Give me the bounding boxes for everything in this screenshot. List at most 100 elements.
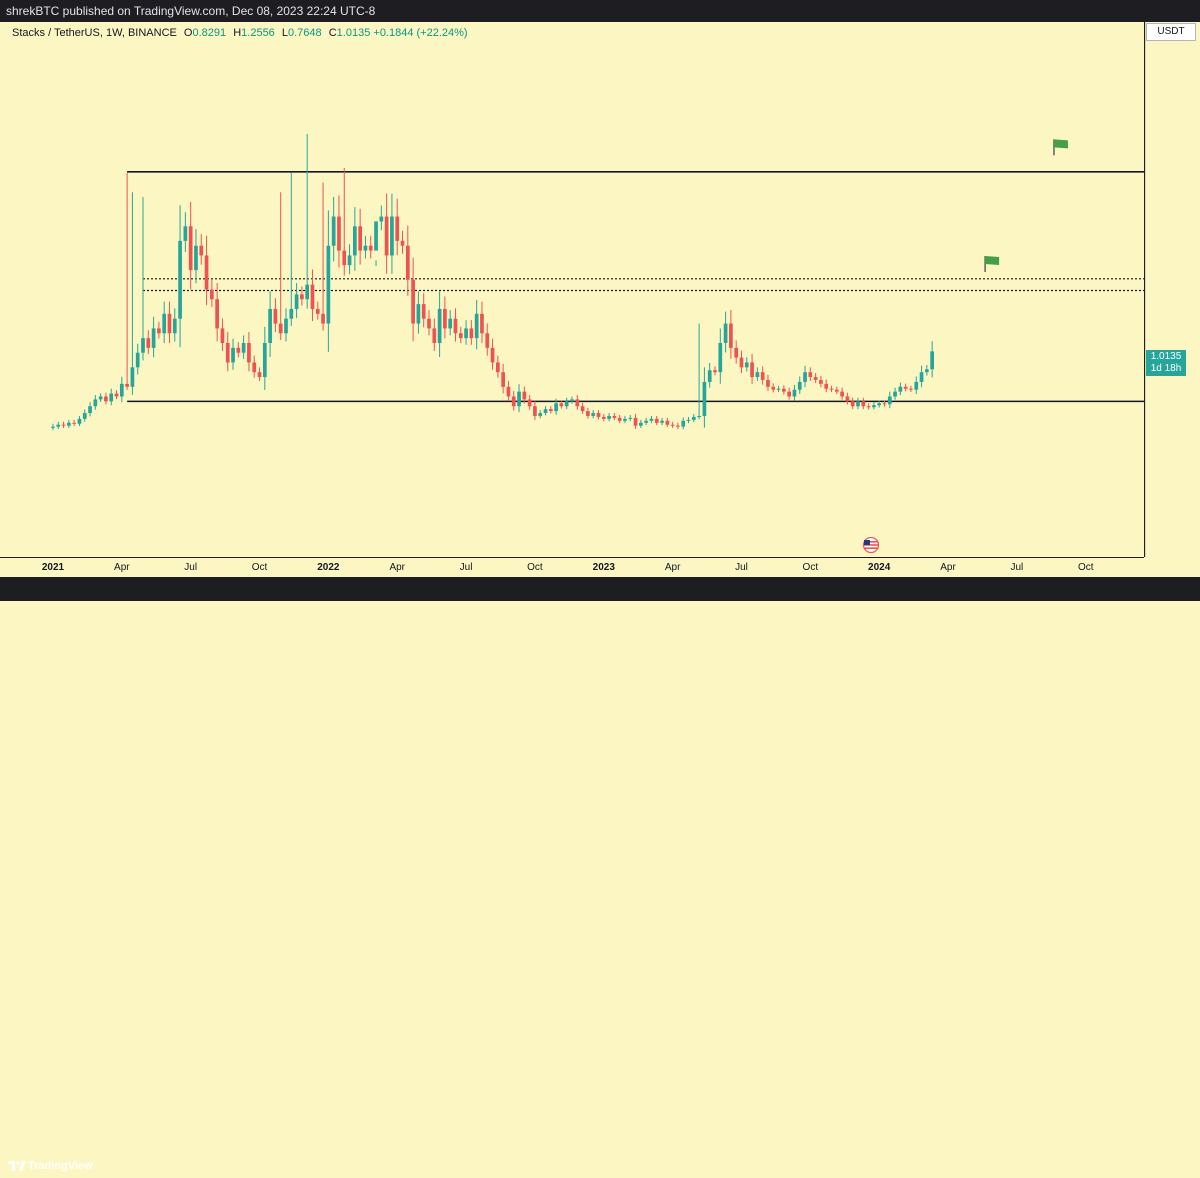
- candle-body: [872, 405, 876, 408]
- x-tick-label: Apr: [940, 562, 956, 573]
- candle-body: [575, 399, 580, 407]
- candle-body: [511, 396, 516, 407]
- high-label: H: [233, 27, 242, 39]
- candle-body: [893, 391, 897, 397]
- candle-body: [183, 226, 188, 241]
- candle-body: [194, 245, 198, 271]
- candle-body: [464, 328, 468, 339]
- candle-body: [51, 426, 55, 428]
- time-axis-labels: 2021 Apr Jul Oct 2022 Apr Jul Oct 2023 Apr Jul Oct 2…: [42, 562, 1094, 573]
- candle-body: [135, 352, 140, 368]
- candle-body: [443, 308, 447, 329]
- candle-body: [559, 403, 564, 407]
- us-flag-event-icon[interactable]: [860, 537, 882, 553]
- candle-body: [374, 221, 378, 251]
- candle-body: [882, 403, 887, 405]
- candle-body: [628, 417, 633, 419]
- close-label: C: [328, 27, 337, 39]
- candle-body: [676, 425, 680, 427]
- candle-body: [61, 424, 66, 426]
- candle-body: [670, 424, 675, 426]
- candle-body: [845, 396, 850, 402]
- candle-body: [146, 338, 151, 348]
- candle-body: [729, 323, 733, 348]
- candle-body: [654, 418, 659, 423]
- candle-body: [82, 413, 87, 419]
- x-tick-label: Oct: [1078, 562, 1094, 573]
- candle-body: [665, 420, 670, 425]
- candle-body: [167, 313, 172, 334]
- candle-body: [236, 347, 241, 353]
- candle-body: [358, 226, 363, 251]
- candle-body: [924, 369, 929, 373]
- candle-body: [930, 351, 935, 370]
- annotation-lines: [127, 171, 1144, 403]
- green-flag-icon: [1053, 139, 1068, 149]
- candle-body: [416, 304, 421, 324]
- candle-body: [141, 338, 145, 353]
- candle-body: [866, 406, 871, 408]
- candle-body: [305, 284, 310, 300]
- candle-body: [781, 388, 786, 392]
- candle-body: [162, 313, 167, 334]
- x-tick-label: 2022: [317, 562, 340, 573]
- candle-body: [739, 357, 744, 368]
- candle-body: [644, 420, 649, 423]
- price-chart[interactable]: 4.00003.50003.00002.50002.00001.50001.00…: [0, 22, 1200, 577]
- candle-body: [914, 381, 919, 390]
- candle-body: [331, 216, 336, 246]
- candle-body: [808, 372, 813, 378]
- price-axis[interactable]: [1145, 22, 1200, 557]
- candle-body: [760, 372, 765, 380]
- candle-body: [723, 323, 728, 343]
- candle-body: [411, 279, 415, 324]
- candle-body: [278, 323, 283, 334]
- candle-body: [850, 401, 855, 407]
- candle-body: [887, 396, 892, 405]
- candle-body: [543, 409, 548, 414]
- close-value: 1.0135: [336, 27, 371, 39]
- candle-body: [638, 422, 643, 426]
- candle-body: [750, 362, 754, 378]
- candle-body: [861, 401, 866, 407]
- candle-body: [718, 343, 723, 373]
- candle-body: [501, 372, 506, 387]
- candle-body: [819, 379, 823, 384]
- currency-unit-button[interactable]: USDT: [1146, 23, 1196, 41]
- candle-body: [225, 343, 230, 363]
- change-value: +0.1844 (+22.24%): [373, 27, 468, 39]
- candle-body: [252, 362, 257, 373]
- candle-body: [268, 308, 272, 343]
- candle-body: [88, 406, 92, 414]
- candle-body: [310, 284, 315, 309]
- x-tick-label: Apr: [665, 562, 681, 573]
- candle-body: [368, 245, 373, 251]
- footer-brand: TradingView: [28, 1160, 93, 1172]
- time-axis[interactable]: [0, 557, 1144, 578]
- candle-body: [601, 416, 606, 419]
- symbol-name: Stacks / TetherUS, 1W, BINANCE: [12, 27, 177, 39]
- candle-body: [829, 388, 834, 390]
- candle-body: [109, 393, 114, 402]
- candle-body: [390, 216, 394, 256]
- open-label: O: [183, 27, 193, 39]
- chart-pane[interactable]: [0, 22, 1145, 557]
- x-tick-label: 2024: [868, 562, 891, 573]
- candle-body: [570, 399, 574, 402]
- candle-body: [495, 362, 500, 373]
- low-value: 0.7648: [288, 27, 322, 39]
- candle-body: [262, 343, 267, 378]
- candle-body: [776, 388, 781, 390]
- candle-body: [734, 347, 739, 358]
- candle-body: [448, 318, 453, 329]
- candle-body: [294, 294, 299, 309]
- candle-body: [522, 391, 527, 400]
- candle-body: [697, 415, 701, 417]
- candle-body: [474, 313, 479, 339]
- x-tick-label: 2023: [593, 562, 616, 573]
- candle-body: [273, 308, 278, 324]
- candle-body: [792, 389, 797, 397]
- candle-body: [172, 318, 177, 334]
- candle-body: [220, 328, 225, 343]
- candle-body: [903, 386, 908, 389]
